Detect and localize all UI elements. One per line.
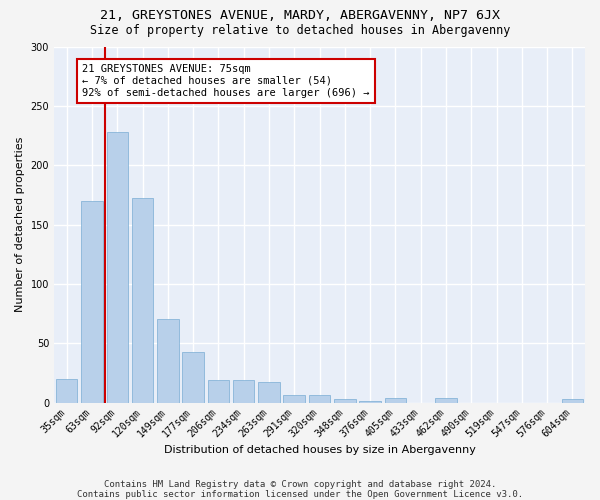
Bar [157, 320, 179, 402]
Bar [182, 352, 204, 403]
Y-axis label: Number of detached properties: Number of detached properties [15, 137, 25, 312]
Bar [309, 396, 330, 402]
Bar [258, 382, 280, 402]
Bar [208, 380, 229, 402]
Bar [81, 201, 103, 402]
Bar [107, 132, 128, 402]
X-axis label: Distribution of detached houses by size in Abergavenny: Distribution of detached houses by size … [164, 445, 475, 455]
Bar [132, 198, 153, 402]
Bar [334, 399, 356, 402]
Text: 21 GREYSTONES AVENUE: 75sqm
← 7% of detached houses are smaller (54)
92% of semi: 21 GREYSTONES AVENUE: 75sqm ← 7% of deta… [82, 64, 370, 98]
Bar [435, 398, 457, 402]
Bar [562, 399, 583, 402]
Bar [56, 379, 77, 402]
Text: Contains HM Land Registry data © Crown copyright and database right 2024.
Contai: Contains HM Land Registry data © Crown c… [77, 480, 523, 499]
Text: 21, GREYSTONES AVENUE, MARDY, ABERGAVENNY, NP7 6JX: 21, GREYSTONES AVENUE, MARDY, ABERGAVENN… [100, 9, 500, 22]
Bar [233, 380, 254, 402]
Text: Size of property relative to detached houses in Abergavenny: Size of property relative to detached ho… [90, 24, 510, 37]
Bar [385, 398, 406, 402]
Bar [283, 396, 305, 402]
